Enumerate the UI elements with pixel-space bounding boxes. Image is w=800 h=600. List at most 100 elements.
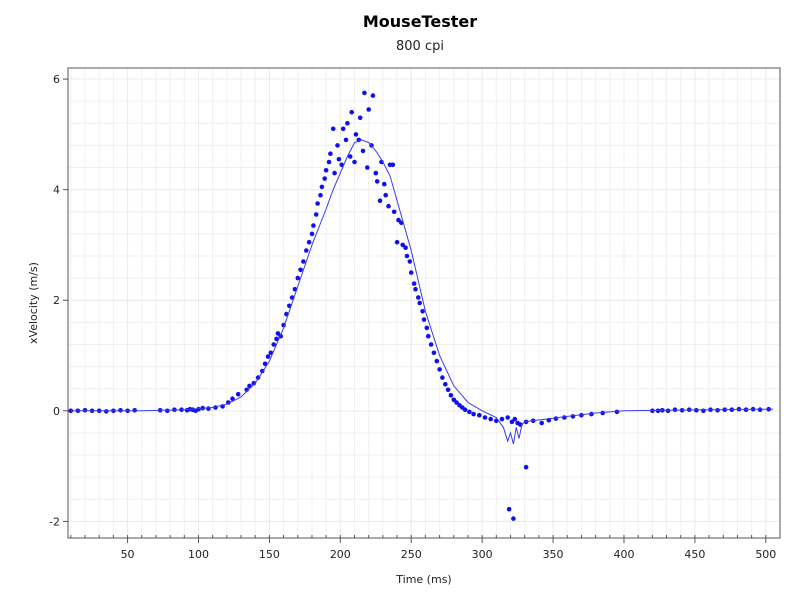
data-point [373, 170, 379, 176]
data-point [488, 416, 494, 422]
data-point [614, 409, 620, 415]
data-point [335, 143, 340, 148]
data-point [311, 223, 316, 228]
data-point [330, 126, 336, 132]
series-line [70, 139, 773, 445]
x-tick-label: 150 [259, 548, 280, 561]
data-point [417, 300, 423, 306]
data-point [539, 420, 544, 426]
data-point [319, 184, 325, 190]
data-point [353, 132, 359, 137]
data-point [437, 367, 442, 372]
data-point [370, 93, 376, 98]
x-tick-label: 200 [330, 548, 351, 561]
data-point [399, 220, 404, 226]
data-point [391, 209, 397, 215]
data-point [413, 286, 418, 292]
chart-title: MouseTester [363, 12, 477, 31]
data-point [271, 342, 277, 347]
x-tick-label: 300 [472, 548, 493, 561]
data-point [347, 154, 353, 159]
data-point [553, 416, 559, 421]
outlier-point [511, 516, 516, 521]
data-point [298, 267, 303, 273]
data-point [394, 239, 400, 245]
x-tick-label: 350 [543, 548, 564, 561]
data-point [377, 198, 383, 203]
data-point [512, 416, 518, 422]
y-tick-label: 0 [53, 405, 60, 418]
x-tick-label: 100 [188, 548, 209, 561]
data-point [343, 137, 349, 143]
data-point [365, 165, 370, 170]
data-point [313, 212, 319, 217]
y-tick-label: 4 [53, 184, 60, 197]
x-tick-label: 500 [755, 548, 776, 561]
data-point [757, 407, 763, 413]
data-point [309, 231, 315, 237]
data-point [104, 409, 109, 414]
data-point [403, 245, 408, 250]
data-point [462, 407, 468, 413]
y-axis-label: xVelocity (m/s) [27, 262, 40, 344]
data-point [301, 259, 306, 264]
data-point [326, 159, 332, 165]
data-point [332, 170, 337, 176]
data-point [701, 408, 706, 414]
data-point [323, 168, 329, 173]
data-point [407, 259, 413, 264]
data-point [404, 253, 410, 259]
y-tick-label: 2 [53, 294, 60, 307]
data-point [382, 181, 387, 187]
data-point [352, 159, 357, 165]
data-point [304, 248, 309, 253]
data-point [230, 396, 235, 402]
y-tick-label: 6 [53, 73, 60, 86]
data-point [600, 410, 605, 416]
data-point [411, 281, 417, 286]
data-point [505, 415, 511, 420]
data-point [467, 409, 472, 415]
data-point [349, 109, 355, 115]
x-tick-label: 400 [613, 548, 634, 561]
data-point [421, 317, 427, 322]
data-point [400, 242, 406, 248]
data-point [251, 380, 257, 386]
data-point [362, 90, 367, 96]
data-point [262, 361, 268, 367]
data-point [295, 275, 301, 281]
data-point [471, 411, 476, 417]
data-point [275, 331, 281, 336]
data-point [445, 387, 451, 393]
data-point [318, 192, 323, 198]
x-tick-label: 50 [121, 548, 135, 561]
y-tick-label: -2 [49, 515, 60, 528]
data-point [431, 350, 437, 356]
data-point [665, 408, 671, 414]
x-axis-label: Time (ms) [395, 573, 451, 586]
chart-subtitle: 800 cpi [396, 39, 444, 54]
data-point [366, 107, 372, 112]
data-point [499, 416, 505, 422]
data-point [562, 415, 567, 420]
data-point [340, 126, 346, 132]
data-point [482, 415, 488, 420]
data-point [390, 162, 396, 168]
data-point [360, 148, 366, 154]
outlier-point [523, 464, 529, 470]
data-point [440, 375, 445, 380]
data-point [274, 336, 279, 342]
data-point [448, 393, 454, 398]
data-point [386, 203, 391, 209]
data-point [357, 115, 363, 121]
data-point [322, 176, 328, 181]
data-point [374, 179, 380, 184]
data-point [715, 408, 720, 413]
data-point [424, 325, 430, 331]
data-point [265, 354, 271, 359]
plot-frame [67, 67, 781, 539]
data-point [416, 295, 421, 300]
data-point [428, 342, 434, 347]
data-point [206, 406, 211, 411]
